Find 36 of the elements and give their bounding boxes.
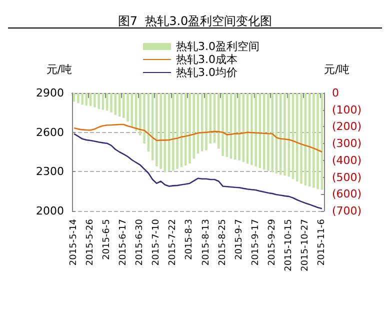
x-tick-label: 2015-9-29 bbox=[267, 218, 278, 266]
y-tick-label: 2000 bbox=[36, 204, 64, 218]
y2-tick-label: (200) bbox=[332, 120, 362, 134]
y-tick-label: 2600 bbox=[36, 126, 64, 139]
x-tick-label: 2015-6-17 bbox=[118, 219, 129, 266]
x-tick-label: 2015-5-14 bbox=[69, 218, 80, 266]
x-tick-label: 2015-7-10 bbox=[152, 218, 162, 266]
x-tick-label: 2015-5-26 bbox=[86, 218, 96, 266]
line-series bbox=[73, 133, 323, 210]
legend-label: 热轧3.0盈利空间 bbox=[176, 40, 260, 53]
x-tick-label: 2015-8-25 bbox=[218, 219, 228, 266]
y2-tick-label: (300) bbox=[332, 137, 362, 150]
legend-label: 热轧3.0成本 bbox=[176, 53, 238, 66]
y2-tick-label: (100) bbox=[332, 103, 362, 116]
y-tick-label: 2900 bbox=[36, 86, 64, 100]
x-tick-label: 2015-6-30 bbox=[135, 218, 146, 266]
x-tick-label: 2015-11-6 bbox=[316, 218, 327, 266]
x-tick-label: 2015-7-22 bbox=[168, 219, 178, 266]
y2-axis-title: 元/吨 bbox=[324, 63, 350, 76]
x-tick-label: 2015-8-13 bbox=[201, 219, 212, 266]
line-series bbox=[73, 124, 323, 153]
x-tick-label: 2015-9-7 bbox=[234, 219, 244, 260]
x-tick-label: 2015-6-5 bbox=[102, 219, 112, 260]
x-tick-label: 2015-9-17 bbox=[250, 219, 261, 266]
y-tick-label: 2300 bbox=[36, 165, 64, 178]
y2-tick-label: (500) bbox=[332, 170, 362, 184]
chart-title: 图7 热轧3.0盈利空间变化图 bbox=[118, 14, 272, 28]
y2-tick-label: 0 bbox=[332, 86, 339, 100]
y-axis-title: 元/吨 bbox=[46, 63, 72, 76]
y2-tick-label: (700) bbox=[332, 204, 362, 218]
x-tick-label: 2015-8-3 bbox=[184, 219, 195, 260]
y2-tick-label: (400) bbox=[332, 154, 362, 167]
y2-tick-label: (600) bbox=[332, 188, 362, 201]
x-tick-label: 2015-10-27 bbox=[300, 219, 310, 272]
legend-label: 热轧3.0均价 bbox=[176, 66, 238, 79]
x-tick-label: 2015-10-15 bbox=[284, 219, 294, 272]
